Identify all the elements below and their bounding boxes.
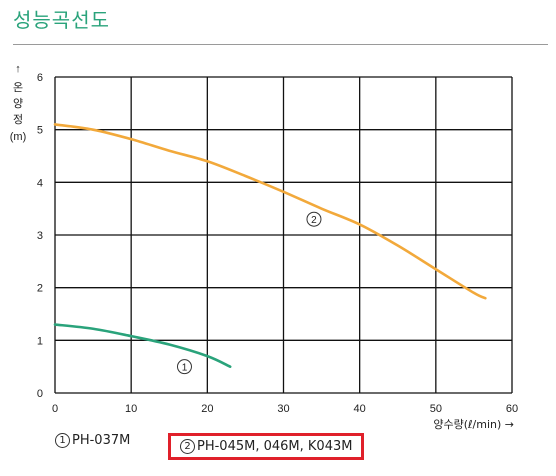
- x-tick-label: 60: [506, 403, 518, 415]
- y-tick-label: 6: [37, 72, 43, 84]
- legend-label-1: PH-037M: [72, 433, 131, 448]
- legend-marker-1: 1: [55, 433, 70, 448]
- legend-item-2-highlighted: 2 PH-045M, 046M, K043M: [168, 433, 365, 460]
- y-tick-label: 4: [37, 177, 43, 189]
- y-tick-label: 5: [37, 125, 43, 137]
- y-axis-label-char: 양: [13, 97, 23, 110]
- y-axis-arrow: ↑: [15, 63, 21, 75]
- y-axis-label-char: 정: [13, 113, 23, 126]
- series-marker-circle-2: [306, 211, 322, 227]
- series-marker-label-2: 2: [311, 215, 317, 226]
- x-tick-label: 0: [52, 403, 58, 415]
- y-axis-unit: (m): [10, 131, 27, 143]
- x-tick-label: 10: [125, 403, 137, 415]
- y-tick-label: 1: [37, 335, 43, 347]
- x-axis-label: 양수량(ℓ/min) →: [433, 418, 514, 431]
- x-tick-label: 30: [277, 403, 289, 415]
- legend-item-1: 1 PH-037M: [55, 433, 130, 448]
- x-tick-label: 40: [354, 403, 366, 415]
- title-divider: [13, 44, 548, 45]
- series-marker-circle-1: [176, 359, 192, 375]
- x-tick-label: 50: [430, 403, 442, 415]
- page-title: 성능곡선도: [13, 8, 110, 32]
- series-line-1: [53, 323, 232, 368]
- y-axis-label-char: 온: [13, 81, 23, 94]
- y-tick-label: 0: [37, 388, 43, 400]
- y-tick-label: 2: [37, 283, 43, 295]
- x-tick-label: 20: [201, 403, 213, 415]
- legend-marker-2: 2: [180, 439, 195, 454]
- legend-label-2: PH-045M, 046M, K043M: [197, 439, 353, 454]
- y-tick-label: 3: [37, 230, 43, 242]
- series-line-2: [53, 123, 487, 300]
- series-marker-label-1: 1: [182, 363, 188, 374]
